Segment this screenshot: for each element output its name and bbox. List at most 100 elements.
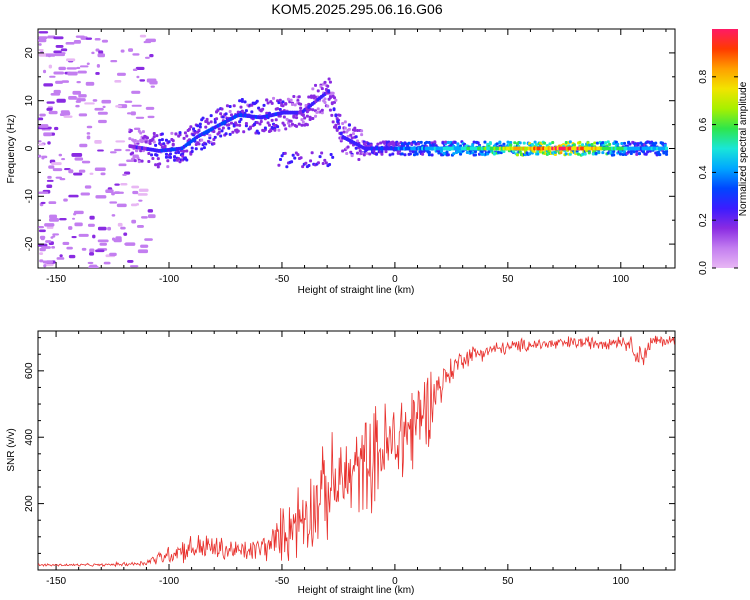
spectrogram-ridge-cell xyxy=(627,150,631,154)
spectrogram-ridge-cell xyxy=(368,152,372,156)
spectrogram-noise-cell xyxy=(101,99,112,104)
spectrogram-ridge-cell xyxy=(593,141,597,145)
spectrogram-ridge-cell xyxy=(578,140,582,144)
spectrogram-noise-cell xyxy=(43,132,52,137)
spectrogram-ridge-cell xyxy=(201,116,205,120)
spectrogram-noise-cell xyxy=(132,53,140,56)
spectrogram-noise-cell xyxy=(74,222,83,227)
spectrogram-ridge-cell xyxy=(216,108,220,112)
spectrogram-noise-cell xyxy=(66,58,76,62)
spectrogram-side-cell xyxy=(328,162,332,166)
spectrogram-noise-cell xyxy=(46,101,55,104)
spectrogram-ridge-cell xyxy=(224,112,228,116)
spectrogram-noise-cell xyxy=(147,79,154,83)
spectrogram-side-cell xyxy=(277,163,281,167)
spectrogram-noise-cell xyxy=(139,79,146,82)
spectrogram-ridge-cell xyxy=(270,101,274,105)
spectrogram-ridge-cell xyxy=(586,141,590,145)
spectrogram-ridge-cell xyxy=(328,80,332,84)
spectrogram-ridge-cell xyxy=(166,165,170,169)
spectrogram-ridge-cell xyxy=(506,140,510,144)
spectrogram-ridge-cell xyxy=(314,114,318,118)
spectrogram-noise-cell xyxy=(102,105,106,108)
spectrogram-ridge-cell xyxy=(358,149,362,153)
spectrogram-side-cell xyxy=(331,155,335,159)
spectrogram-noise-cell xyxy=(48,64,53,69)
spectrogram-noise-cell xyxy=(39,252,44,256)
figure-title: KOM5.2025.295.06.16.G06 xyxy=(271,1,442,17)
spectrogram-xtick-label: 0 xyxy=(392,274,398,285)
spectrogram-ridge-core xyxy=(328,95,332,100)
spectrogram-noise-cell xyxy=(100,172,106,176)
spectrogram-noise-cell xyxy=(41,246,51,249)
spectrogram-ridge-cell xyxy=(515,153,519,157)
spectrogram-side-cell xyxy=(321,162,325,166)
spectrogram-ridge-cell xyxy=(427,150,431,154)
spectrogram-ridge-cell xyxy=(483,140,487,144)
snr-xtick-label: 100 xyxy=(612,576,629,587)
spectrogram-ridge-cell xyxy=(360,133,364,137)
spectrogram-ridge-cell xyxy=(213,135,217,139)
spectrogram-ridge-cell xyxy=(139,149,143,153)
spectrogram-noise-cell xyxy=(137,249,149,254)
spectrogram-ridge-cell xyxy=(177,157,181,161)
spectrogram-ridge-cell xyxy=(277,128,281,132)
spectrogram-ytick-label: -10 xyxy=(24,189,35,204)
spectrogram-noise-cell xyxy=(149,53,154,58)
spectrogram-side-cell xyxy=(301,165,305,169)
spectrogram-noise-cell xyxy=(59,217,67,221)
spectrogram-ridge-cell xyxy=(595,141,599,145)
spectrogram-ridge-cell xyxy=(497,150,501,154)
spectrogram-ridge-cell xyxy=(360,129,364,133)
snr-frame xyxy=(37,330,676,571)
spectrogram-noise-cell xyxy=(95,249,105,253)
spectrogram-noise-cell xyxy=(97,239,109,243)
spectrogram-ridge-core xyxy=(339,131,343,136)
spectrogram-ridge-cell xyxy=(236,129,240,133)
spectrogram-noise-cell xyxy=(51,246,56,249)
spectrogram-ridge-cell xyxy=(380,152,384,156)
spectrogram-ridge-cell xyxy=(459,152,463,156)
spectrogram-noise-cell xyxy=(111,237,116,241)
spectrogram-ridge-core xyxy=(330,101,334,106)
spectrogram-ridge-cell xyxy=(178,131,182,135)
spectrogram-noise-cell xyxy=(114,191,121,195)
spectrogram-noise-cell xyxy=(94,167,106,172)
spectrogram-ridge-cell xyxy=(314,83,318,87)
spectrogram-ridge-cell xyxy=(197,128,201,132)
spectrogram-noise-cell xyxy=(141,216,148,219)
spectrogram-ridge-cell xyxy=(137,160,141,164)
spectrogram-side-cell xyxy=(285,165,289,169)
spectrogram-ridge-cell xyxy=(160,132,164,136)
spectrogram-noise-cell xyxy=(132,68,138,71)
spectrogram-ridge-cell xyxy=(391,140,395,144)
spectrogram-ridge-cell xyxy=(255,99,259,103)
spectrogram-noise-cell xyxy=(66,246,73,250)
spectrogram-ridge-cell xyxy=(147,159,151,163)
spectrogram-noise-cell xyxy=(95,72,100,75)
spectrogram-noise-cell xyxy=(138,199,143,202)
spectrogram-noise-cell xyxy=(53,36,64,40)
spectrogram-side-cell xyxy=(291,153,295,157)
spectrogram-noise-cell xyxy=(46,107,53,111)
spectrogram-ridge-cell xyxy=(181,154,185,158)
spectrogram-ridge-cell xyxy=(202,146,206,150)
spectrogram-noise-cell xyxy=(38,143,44,146)
spectrogram-noise-cell xyxy=(76,81,81,84)
colorbar-tick-label: 0.8 xyxy=(698,69,709,83)
spectrogram-ridge-cell xyxy=(328,108,332,112)
spectrogram-noise-cell xyxy=(50,93,61,96)
spectrogram-ridge-cell xyxy=(665,152,669,156)
spectrogram-noise-cell xyxy=(135,203,140,206)
spectrogram-ridge-cell xyxy=(242,130,246,134)
snr-xtick-label: -50 xyxy=(275,576,290,587)
spectrogram-ridge-cell xyxy=(536,152,540,156)
spectrogram-ridge-cell xyxy=(194,147,198,151)
spectrogram-ridge-cell xyxy=(635,152,639,156)
spectrogram-noise-cell xyxy=(80,192,90,196)
spectrogram-noise-cell xyxy=(115,105,123,108)
spectrogram-ridge-cell xyxy=(446,141,450,145)
spectrogram-ridge-cell xyxy=(209,114,213,118)
spectrogram-noise-cell xyxy=(48,165,55,169)
spectrogram-ridge-cell xyxy=(304,103,308,107)
